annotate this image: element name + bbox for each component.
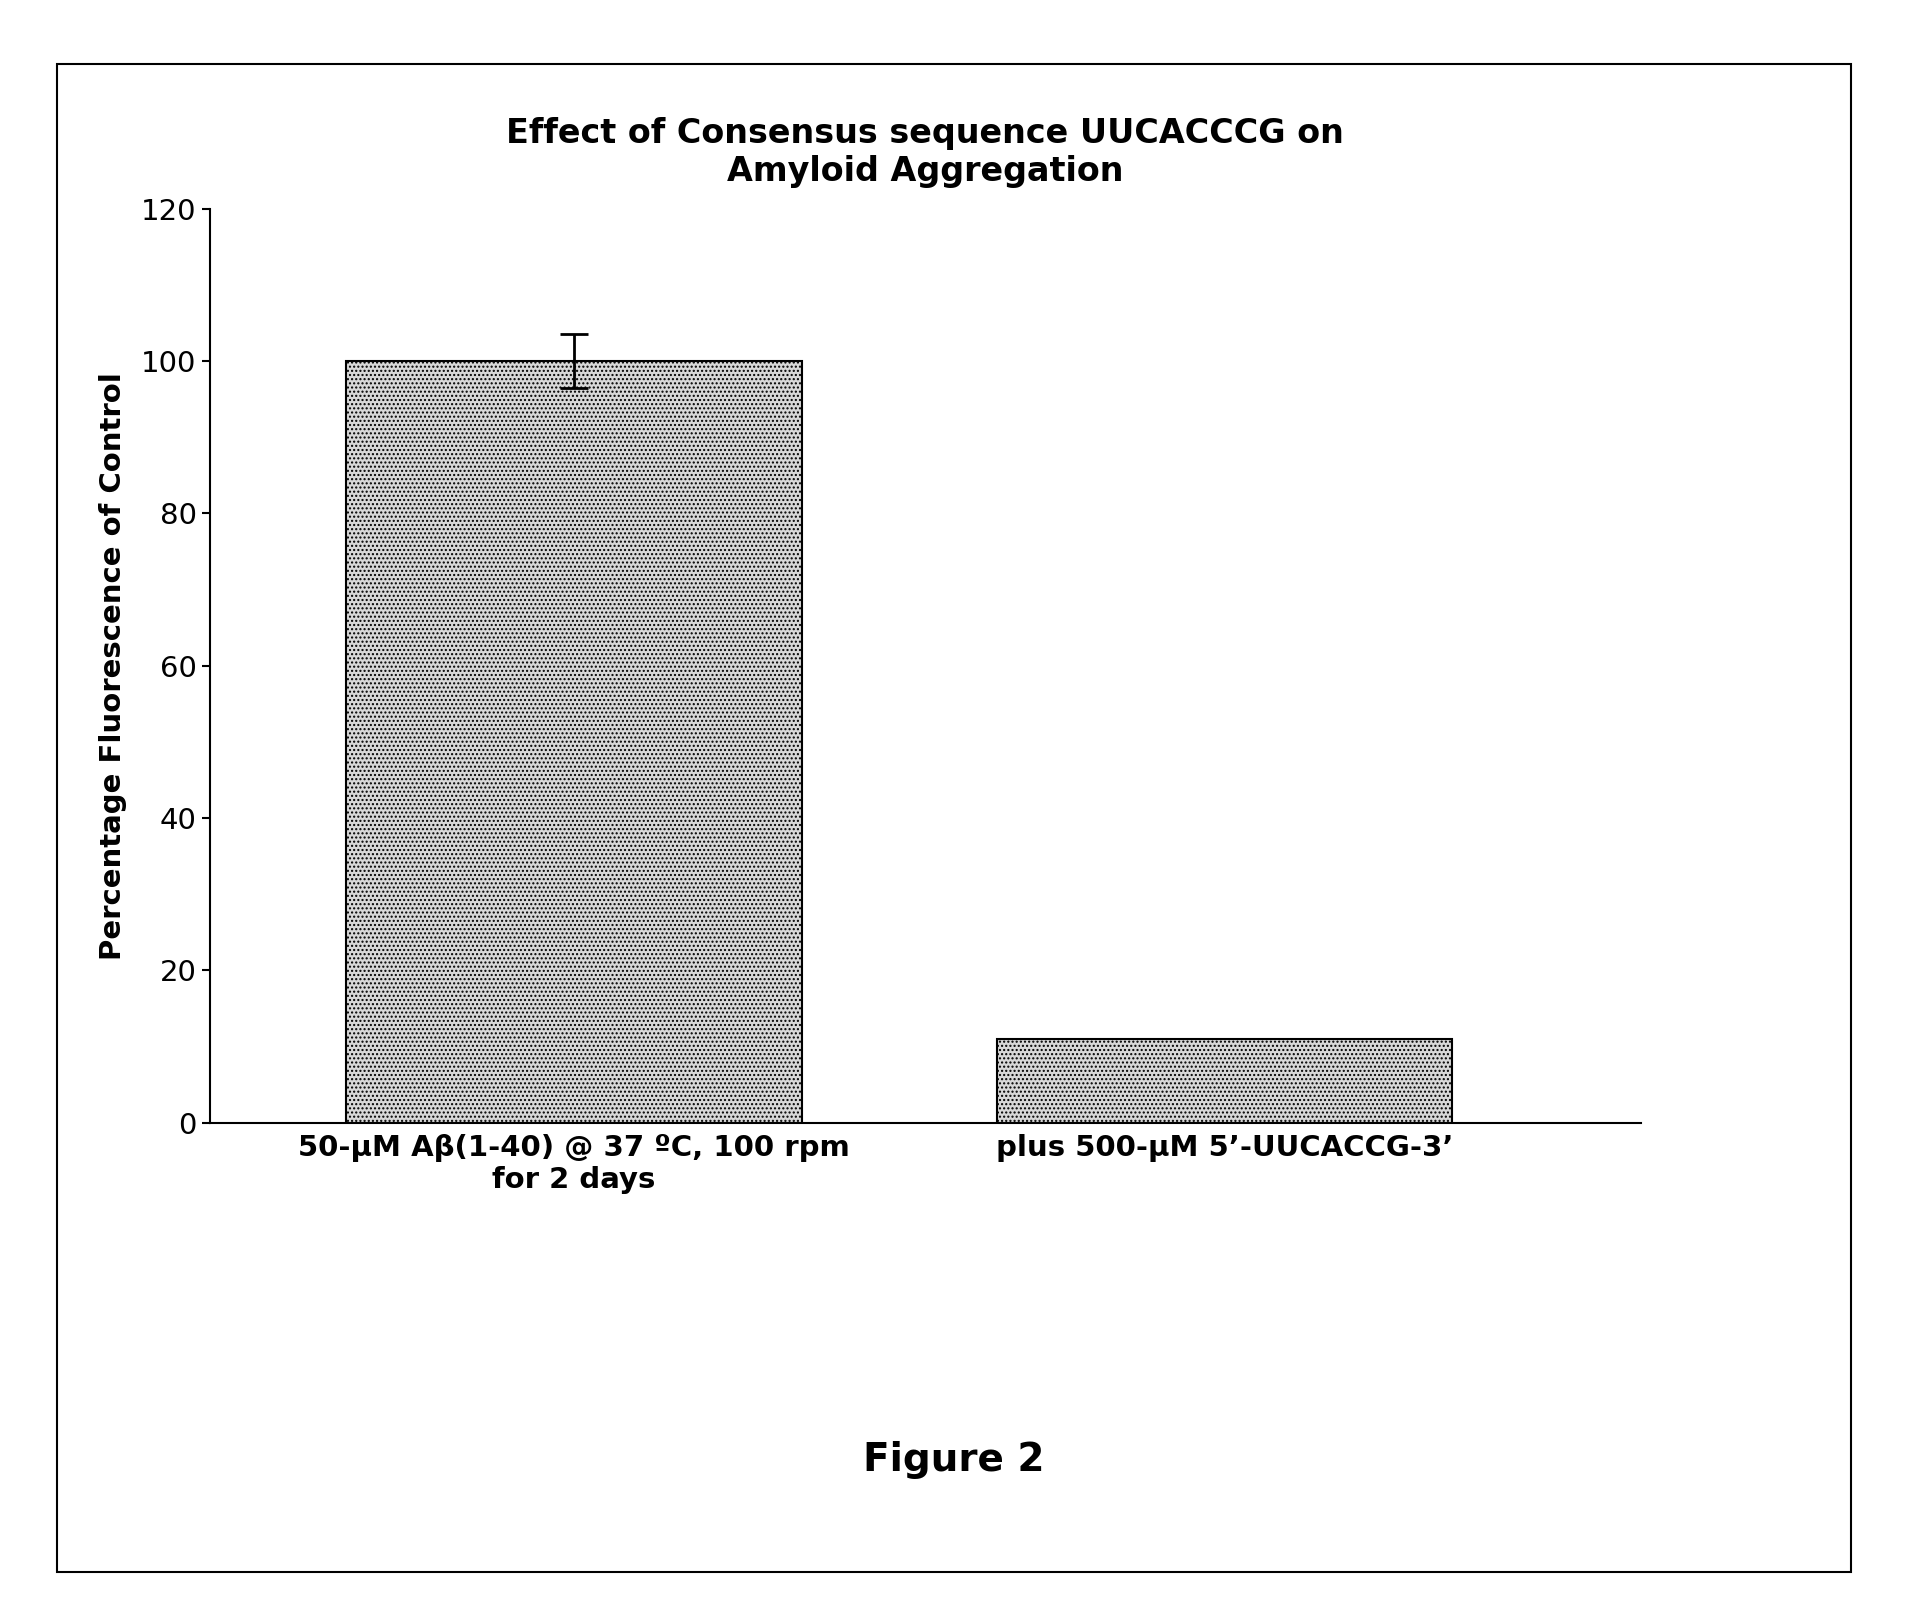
Bar — [347, 361, 801, 1123]
Text: Figure 2: Figure 2 — [862, 1440, 1045, 1479]
Title: Effect of Consensus sequence UUCACCCG on
Amyloid Aggregation: Effect of Consensus sequence UUCACCCG on… — [505, 117, 1344, 188]
Bar — [995, 1039, 1451, 1123]
Y-axis label: Percentage Fluorescence of Control: Percentage Fluorescence of Control — [99, 372, 128, 959]
